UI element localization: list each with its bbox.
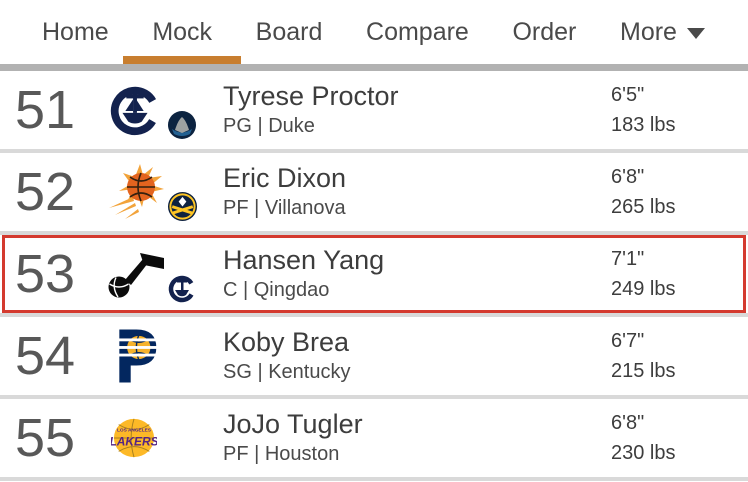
- player-info: Eric Dixon PF | Villanova: [223, 162, 611, 222]
- player-name: Eric Dixon: [223, 163, 347, 193]
- lakers-city-text: LOS ANGELES: [117, 427, 151, 433]
- pick-number: 54: [15, 326, 76, 386]
- lakers-name-text: LAKERS: [111, 435, 157, 449]
- player-height: 7'1": [611, 248, 645, 270]
- nav-item-label: Order: [512, 17, 577, 46]
- player-weight: 230 lbs: [611, 442, 676, 464]
- player-weight: 183 lbs: [611, 114, 676, 136]
- nav-item-more[interactable]: More: [620, 0, 705, 64]
- player-stats: 6'8" 265 lbs: [611, 162, 748, 222]
- row-divider: [0, 149, 748, 153]
- draft-row-51[interactable]: 51 Tyrese Proctor PG | Duke 6'5" 183 lbs: [0, 71, 748, 149]
- nav-item-board[interactable]: Board: [256, 0, 323, 64]
- nav-item-label: Mock: [152, 17, 213, 46]
- player-name: Koby Brea: [223, 327, 350, 357]
- player-stats: 6'8" 230 lbs: [611, 408, 748, 468]
- player-name: JoJo Tugler: [223, 409, 363, 439]
- draft-row-52[interactable]: 52 Eric Dixon PF |: [0, 153, 748, 231]
- draft-row-55[interactable]: 55 LOS ANGELES LAKERS JoJo Tugler PF | H…: [0, 399, 748, 477]
- pick-number: 51: [15, 80, 76, 140]
- row-divider: [0, 395, 748, 399]
- player-position-school: SG | Kentucky: [223, 361, 351, 383]
- player-stats: 6'5" 183 lbs: [611, 80, 748, 140]
- player-position-school: C | Qingdao: [223, 279, 330, 301]
- player-position-school: PG | Duke: [223, 115, 315, 137]
- player-name: Tyrese Proctor: [223, 81, 399, 111]
- player-height: 6'7": [611, 330, 645, 352]
- nav-item-label: Board: [255, 17, 323, 46]
- player-stats: 7'1" 249 lbs: [611, 244, 748, 304]
- mock-draft-list: 51 Tyrese Proctor PG | Duke 6'5" 183 lbs: [0, 71, 748, 481]
- clippers-badge-icon: [168, 275, 196, 303]
- jazz-logo-icon: [108, 253, 164, 298]
- suns-logo-icon: [109, 164, 164, 219]
- lakers-logo-icon: LOS ANGELES LAKERS: [111, 418, 157, 458]
- player-height: 6'8": [611, 166, 645, 188]
- draft-row-53-highlighted[interactable]: 53 Hansen Yang C | Qingdao 7'1" 249 lbs: [0, 235, 748, 313]
- row-divider: [0, 231, 748, 235]
- nav-item-label: More: [620, 17, 677, 46]
- player-info: JoJo Tugler PF | Houston: [223, 408, 611, 468]
- team-logos: [105, 153, 223, 231]
- player-height: 6'8": [611, 412, 645, 434]
- nav-item-order[interactable]: Order: [512, 0, 576, 64]
- nav-item-mock[interactable]: Mock: [152, 0, 212, 64]
- chevron-down-icon: [686, 28, 705, 39]
- nav-item-home[interactable]: Home: [42, 0, 109, 64]
- pick-number: 53: [15, 244, 76, 304]
- player-info: Koby Brea SG | Kentucky: [223, 326, 611, 386]
- player-height: 6'5": [611, 84, 645, 106]
- team-logos: [105, 235, 223, 313]
- nav-item-label: Compare: [366, 17, 469, 46]
- player-weight: 249 lbs: [611, 278, 676, 300]
- pacers-logo-icon: [115, 329, 159, 383]
- draft-row-54[interactable]: 54 Koby Brea SG | Kentucky 6'7" 215 lbs: [0, 317, 748, 395]
- player-weight: 215 lbs: [611, 360, 676, 382]
- pick-number: 55: [15, 408, 76, 468]
- horizontal-scrollbar[interactable]: [0, 64, 748, 71]
- clippers-logo-icon: [110, 86, 160, 136]
- nav-item-compare[interactable]: Compare: [366, 0, 469, 64]
- player-info: Tyrese Proctor PG | Duke: [223, 80, 611, 140]
- nav-item-label: Home: [42, 17, 109, 46]
- pick-number: 52: [15, 162, 76, 222]
- nuggets-badge-icon: [167, 191, 198, 222]
- top-navigation: Home Mock Board Compare Order More: [0, 0, 748, 64]
- player-stats: 6'7" 215 lbs: [611, 326, 748, 386]
- row-divider: [0, 477, 748, 481]
- player-name: Hansen Yang: [223, 245, 385, 275]
- team-logos: [105, 71, 223, 149]
- player-position-school: PF | Houston: [223, 443, 340, 465]
- player-position-school: PF | Villanova: [223, 197, 346, 219]
- player-info: Hansen Yang C | Qingdao: [223, 244, 611, 304]
- team-logos: [105, 317, 223, 395]
- team-logos: LOS ANGELES LAKERS: [105, 399, 223, 477]
- player-weight: 265 lbs: [611, 196, 676, 218]
- timberwolves-badge-icon: [168, 111, 196, 139]
- row-divider: [0, 313, 748, 317]
